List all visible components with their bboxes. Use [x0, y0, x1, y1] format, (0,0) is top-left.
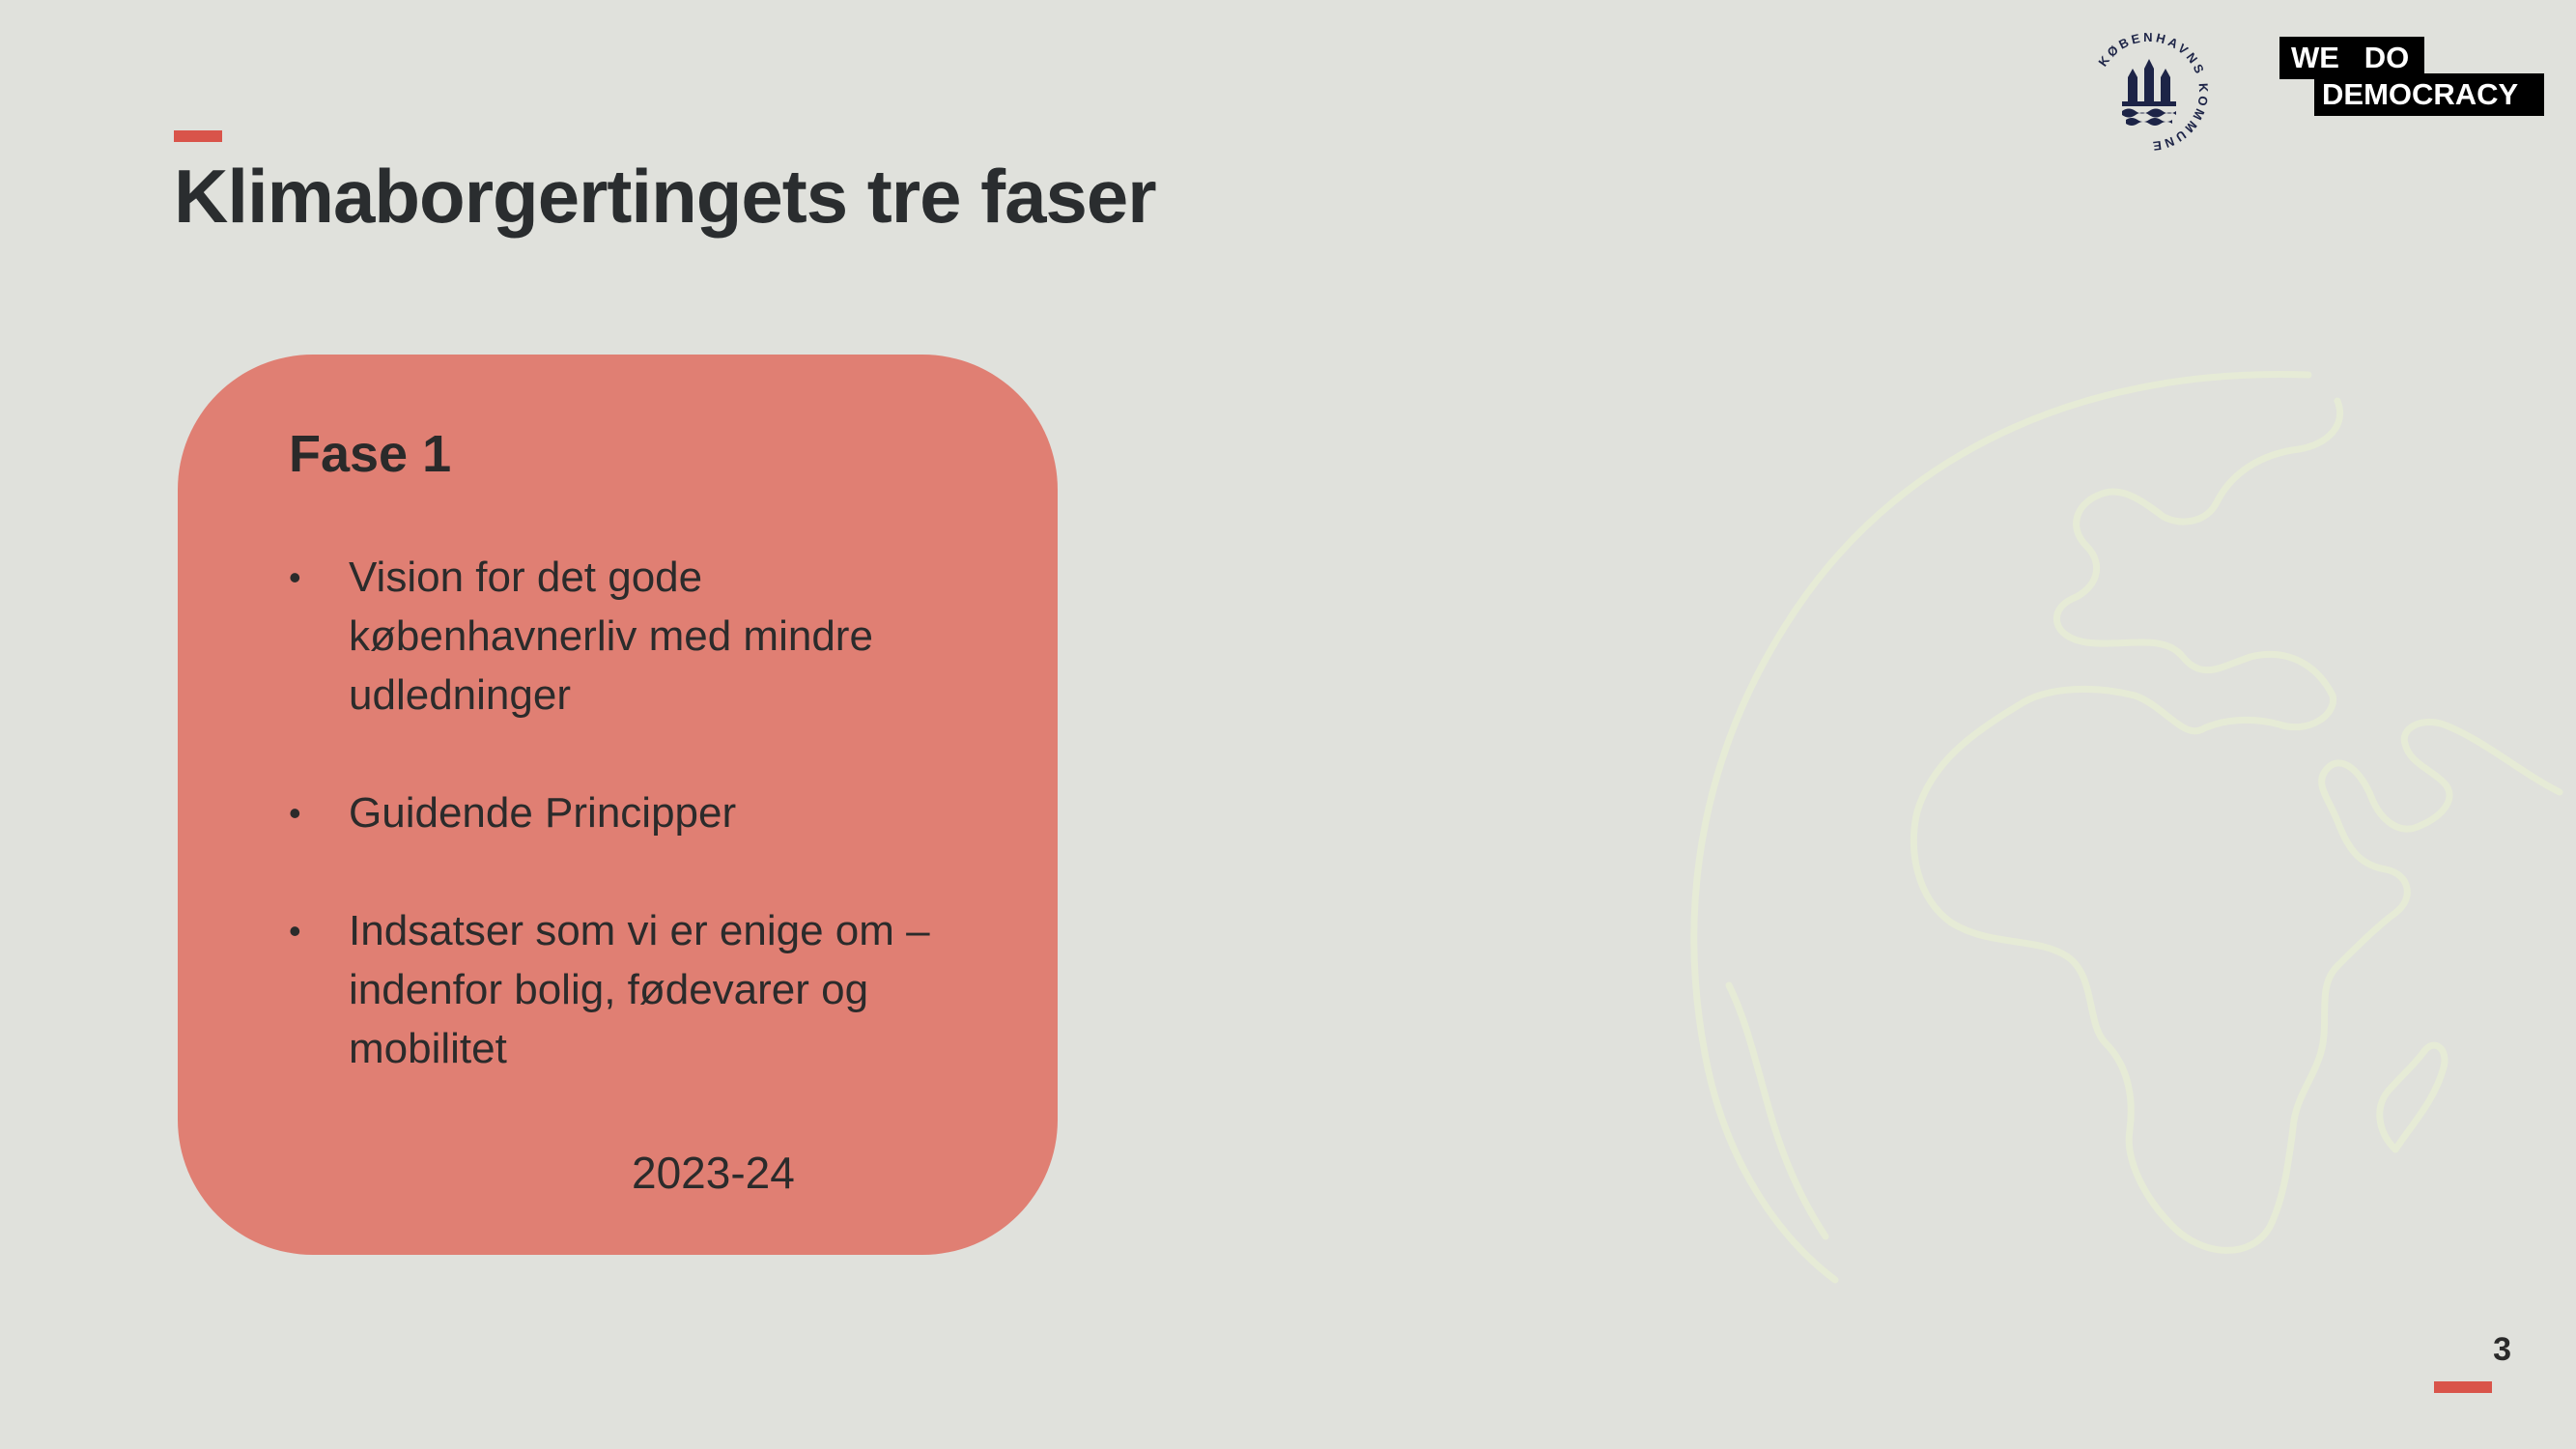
phase-bullet-list: • Vision for det gode københavnerliv med…	[289, 548, 965, 1137]
bullet-text: Indsatser som vi er enige om – indenfor …	[349, 907, 930, 1072]
kobenhavns-kommune-logo: KØBENHAVNS KOMMUNE	[2081, 24, 2217, 159]
phase-period: 2023-24	[632, 1148, 795, 1198]
phase-title: Fase 1	[289, 425, 452, 483]
globe-outline-icon	[1690, 370, 2563, 1284]
logo-text-we-do: WE DO	[2279, 37, 2424, 79]
bullet-icon: •	[289, 557, 301, 597]
slide-title: Klimaborgertingets tre faser	[174, 154, 1157, 239]
bullet-text: Vision for det gode københavnerliv med m…	[349, 554, 873, 719]
title-accent-bar	[174, 130, 222, 142]
page-accent-bar	[2434, 1381, 2492, 1393]
list-item: • Indsatser som vi er enige om – indenfo…	[289, 901, 965, 1078]
phase-card: Fase 1 • Vision for det gode københavner…	[178, 355, 1058, 1255]
bullet-text: Guidende Principper	[349, 789, 737, 837]
logo-text-democracy: DEMOCRACY	[2314, 73, 2544, 116]
we-do-democracy-logo: WE DO DEMOCRACY	[2279, 37, 2544, 116]
page-number: 3	[2493, 1331, 2511, 1368]
bullet-icon: •	[289, 793, 301, 833]
list-item: • Guidende Principper	[289, 783, 965, 842]
bullet-icon: •	[289, 911, 301, 951]
list-item: • Vision for det gode københavnerliv med…	[289, 548, 965, 724]
coat-of-arms-icon: KØBENHAVNS KOMMUNE	[2095, 30, 2208, 154]
